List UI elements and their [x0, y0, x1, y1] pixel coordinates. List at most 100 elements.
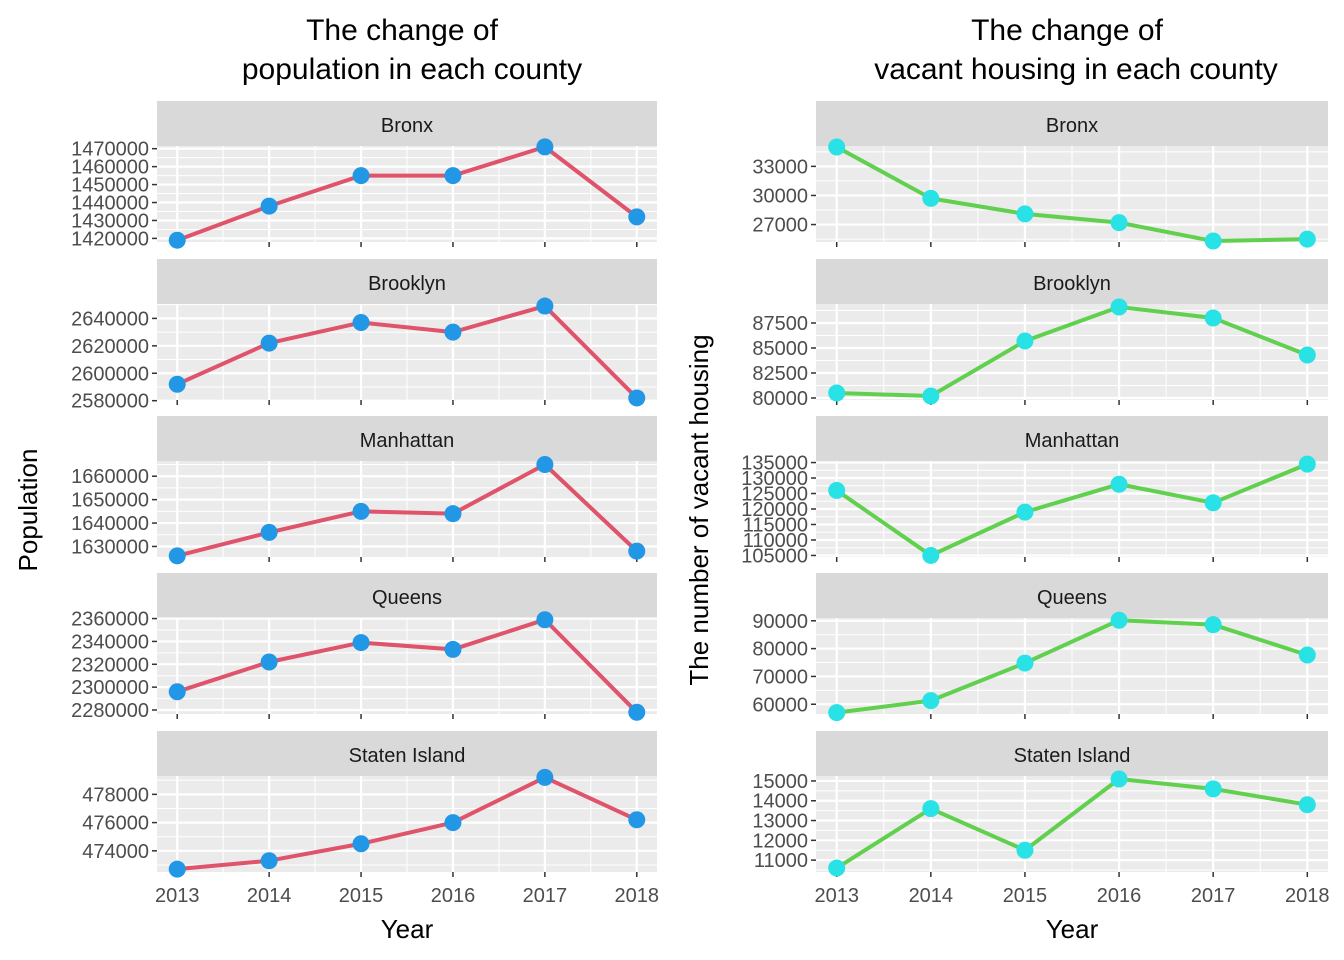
- left-staten-island-data-point-2013: [168, 860, 186, 878]
- left-bronx-strip: [157, 101, 657, 146]
- left-brooklyn-series-line: [176, 304, 639, 400]
- right-chart-title-line-2: vacant housing in each county: [874, 53, 1278, 86]
- right-brooklyn-data-point-2016: [1110, 298, 1128, 316]
- right-staten-island-y-tick-label: 14000: [752, 791, 808, 813]
- right-bronx-data-point-2016: [1110, 214, 1128, 232]
- right-chart-title-line-1: The change of: [971, 14, 1163, 47]
- left-manhattan-y-tick-label: 1640000: [71, 513, 149, 535]
- left-brooklyn-data-point-2013: [168, 375, 186, 393]
- right-brooklyn-y-tick-label: 80000: [752, 388, 808, 410]
- left-brooklyn-data-point-2018: [628, 389, 646, 407]
- right-manhattan-data-point-2015: [1016, 503, 1034, 521]
- left-bronx-y-tick-label: 1440000: [71, 193, 149, 215]
- left-queens-data-point-2014: [260, 653, 278, 671]
- right-staten-island-data-point-2014: [922, 800, 940, 818]
- left-queens-y-tick-label: 2300000: [71, 677, 149, 699]
- right-brooklyn-panel: Brooklyn 80000 82500 85000 87500: [752, 259, 1328, 410]
- left-staten-island-series-line: [177, 775, 638, 872]
- right-queens-strip-label: Queens: [1037, 587, 1107, 609]
- right-bronx-data-point-2018: [1298, 230, 1316, 248]
- right-staten-island-series-line: [835, 776, 1308, 870]
- left-manhattan-y-tick-label: 1630000: [71, 536, 149, 558]
- right-bronx-data-point-2017: [1204, 232, 1222, 250]
- right-chart-y-axis-title: The number of vacant housing: [684, 334, 714, 685]
- left-manhattan-strip-label: Manhattan: [360, 430, 455, 452]
- right-brooklyn-y-tick-label: 85000: [752, 338, 808, 360]
- left-chart: Bronx 14200001430000144000014500001460000…: [71, 101, 659, 907]
- right-brooklyn-y-tick-label: 82500: [752, 363, 808, 385]
- right-bronx-data-point-2014: [922, 189, 940, 207]
- left-chart-y-axis-title: Population: [13, 449, 43, 572]
- right-brooklyn-data-point-2018: [1298, 346, 1316, 364]
- left-manhattan-y-tick-label: 1660000: [71, 466, 149, 488]
- left-bronx-data-point-2018: [628, 208, 646, 226]
- right-manhattan-y-tick-label: 125000: [741, 484, 808, 506]
- right-x-tick-label: 2016: [1097, 885, 1142, 907]
- right-staten-island-y-tick-label: 13000: [752, 811, 808, 833]
- left-queens-y-tick-label: 2340000: [71, 631, 149, 653]
- right-staten-island-y-tick-label: 11000: [754, 850, 808, 872]
- right-manhattan-data-point-2018: [1298, 455, 1316, 473]
- right-manhattan-y-tick-label: 130000: [741, 468, 808, 490]
- left-bronx-panel: Bronx 14200001430000144000014500001460000…: [71, 101, 657, 250]
- left-staten-island-strip: [157, 731, 657, 776]
- left-queens-strip: [157, 573, 657, 618]
- left-brooklyn-data-point-2015: [352, 314, 370, 332]
- right-queens-data-point-2017: [1204, 616, 1222, 634]
- left-x-tick-label: 2018: [615, 885, 660, 907]
- left-manhattan-strip: [157, 416, 657, 461]
- left-bronx-data-point-2017: [536, 138, 554, 156]
- left-staten-island-data-point-2015: [352, 835, 370, 853]
- right-bronx-data-point-2013: [828, 138, 846, 156]
- left-brooklyn-y-tick-label: 2580000: [71, 391, 149, 413]
- right-bronx-panel: Bronx 27000 30000 33000: [752, 101, 1328, 250]
- left-staten-island-y-tick-label: 474000: [82, 841, 149, 863]
- left-x-tick-label: 2014: [247, 885, 292, 907]
- right-brooklyn-data-point-2014: [922, 387, 940, 405]
- right-manhattan-data-point-2013: [828, 481, 846, 499]
- left-bronx-series-line: [176, 144, 638, 243]
- left-manhattan-data-point-2014: [260, 523, 278, 541]
- right-queens-data-point-2013: [828, 704, 846, 722]
- left-staten-island-data-point-2014: [260, 852, 278, 870]
- right-x-tick-label: 2013: [814, 885, 859, 907]
- left-brooklyn-y-tick-label: 2620000: [71, 336, 149, 358]
- left-bronx-y-tick-label: 1450000: [71, 175, 149, 197]
- right-x-tick-label: 2015: [1003, 885, 1048, 907]
- right-queens-series-line: [836, 618, 1308, 715]
- right-brooklyn-strip-label: Brooklyn: [1033, 273, 1111, 295]
- left-bronx-strip-label: Bronx: [381, 115, 433, 137]
- left-manhattan-data-point-2013: [168, 547, 186, 565]
- left-queens-data-point-2018: [628, 703, 646, 721]
- right-queens-y-tick-label: 90000: [752, 611, 808, 633]
- right-manhattan-data-point-2017: [1204, 494, 1222, 512]
- left-queens-data-point-2015: [352, 634, 370, 652]
- right-x-tick-label: 2014: [909, 885, 954, 907]
- left-x-tick-label: 2013: [155, 885, 200, 907]
- right-queens-y-tick-label: 70000: [752, 666, 808, 688]
- right-manhattan-y-tick-label: 115000: [743, 514, 808, 536]
- left-queens-series-line: [176, 617, 639, 714]
- left-brooklyn-y-tick-label: 2640000: [71, 308, 149, 330]
- right-bronx-strip: [816, 101, 1328, 146]
- plot-area: Bronx 14200001430000144000014500001460000…: [71, 101, 1330, 907]
- left-staten-island-y-tick-label: 476000: [82, 813, 149, 835]
- right-staten-island-y-tick-label: 15000: [752, 771, 808, 793]
- left-bronx-y-tick-label: 1420000: [71, 228, 149, 250]
- right-manhattan-strip: [816, 416, 1328, 461]
- left-x-tick-label: 2015: [339, 885, 384, 907]
- right-brooklyn-data-point-2015: [1016, 332, 1034, 350]
- left-brooklyn-data-point-2014: [260, 334, 278, 352]
- right-manhattan-series-line: [835, 462, 1309, 558]
- left-staten-island-data-point-2016: [444, 814, 462, 832]
- left-chart-title-line-2: population in each county: [242, 53, 582, 86]
- left-bronx-data-point-2014: [260, 197, 278, 215]
- right-staten-island-data-point-2018: [1298, 796, 1316, 814]
- right-manhattan-y-tick-label: 105000: [741, 545, 808, 567]
- left-chart-x-axis-title: Year: [381, 914, 434, 944]
- left-staten-island-y-tick-label: 478000: [82, 784, 149, 806]
- left-x-tick-label: 2017: [523, 885, 568, 907]
- right-bronx-data-point-2015: [1016, 205, 1034, 223]
